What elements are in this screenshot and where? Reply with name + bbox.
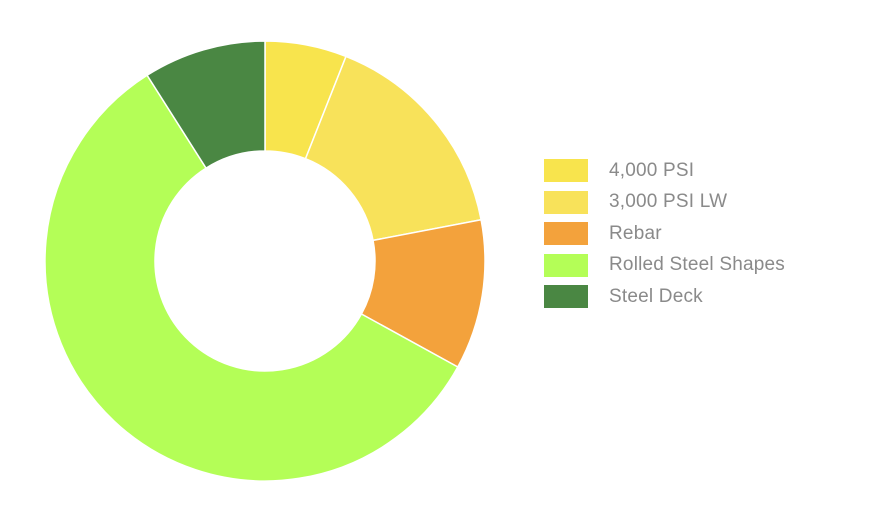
legend-item-steel-deck[interactable]: Steel Deck [544, 281, 785, 313]
legend-label-steel-deck: Steel Deck [609, 285, 703, 307]
legend-item-rebar[interactable]: Rebar [544, 218, 785, 250]
legend-swatch-4000-psi [544, 159, 588, 183]
legend-swatch-rebar [544, 222, 588, 246]
legend-label-rolled-steel-shapes: Rolled Steel Shapes [609, 254, 785, 276]
donut-slice-rolled-steel-shapes[interactable] [44, 74, 459, 482]
legend-swatch-steel-deck [544, 285, 588, 309]
legend-item-3000-psi-lw[interactable]: 3,000 PSI LW [544, 187, 785, 219]
donut-slice-steel-deck[interactable] [146, 40, 266, 170]
legend: 4,000 PSI 3,000 PSI LW Rebar Rolled Stee… [544, 155, 785, 313]
legend-item-4000-psi[interactable]: 4,000 PSI [544, 155, 785, 187]
legend-item-rolled-steel-shapes[interactable]: Rolled Steel Shapes [544, 250, 785, 282]
legend-swatch-3000-psi-lw [544, 190, 588, 214]
donut-slice-3-000-psi-lw[interactable] [304, 55, 482, 242]
legend-label-4000-psi: 4,000 PSI [609, 159, 695, 181]
legend-label-3000-psi-lw: 3,000 PSI LW [609, 191, 728, 213]
legend-label-rebar: Rebar [609, 222, 662, 244]
legend-swatch-rolled-steel-shapes [544, 253, 588, 277]
